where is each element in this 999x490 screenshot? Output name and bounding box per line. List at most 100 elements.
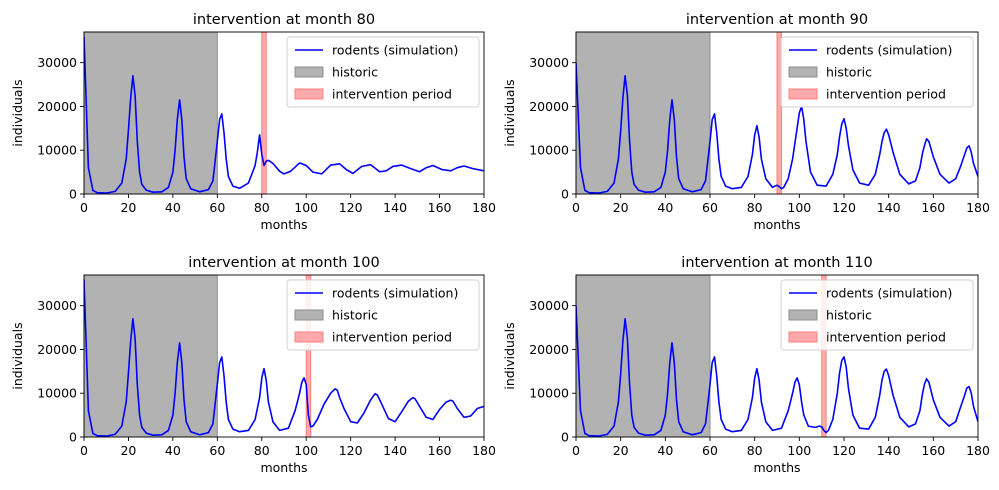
- x-tick-label: 100: [294, 200, 318, 215]
- x-tick-label: 140: [877, 443, 901, 458]
- y-tick-label: 0: [561, 187, 569, 202]
- x-axis-label: months: [753, 460, 800, 475]
- legend-box: [780, 279, 974, 351]
- chart-title: intervention at month 80: [193, 12, 375, 28]
- chart-panel-1: 0 20 40 60 80 100 120 140 160 180 months 0 10000 2000…: [10, 12, 496, 232]
- legend-label: intervention period: [826, 87, 946, 102]
- y-tick-label: 0: [69, 430, 77, 445]
- x-tick-label: 0: [80, 443, 88, 458]
- x-tick-label: 160: [428, 443, 452, 458]
- x-tick-label: 80: [747, 200, 763, 215]
- legend-box: [780, 36, 974, 108]
- legend-label: intervention period: [332, 87, 452, 102]
- x-tick-label: 60: [209, 443, 225, 458]
- x-tick-label: 120: [339, 443, 363, 458]
- legend-box: [286, 279, 480, 351]
- legend-historic-swatch: [788, 309, 818, 321]
- legend-label: intervention period: [332, 330, 452, 345]
- x-tick-label: 160: [428, 200, 452, 215]
- x-tick-label: 60: [702, 443, 718, 458]
- y-tick-label: 20000: [529, 99, 569, 114]
- legend-label: rodents (simulation): [826, 286, 952, 301]
- x-axis-label: months: [260, 460, 307, 475]
- axes-frame: [575, 274, 979, 438]
- axes-frame: [575, 31, 979, 195]
- legend-historic-swatch: [294, 309, 324, 321]
- x-tick-label: 20: [120, 443, 136, 458]
- x-tick-label: 60: [702, 200, 718, 215]
- x-tick-label: 100: [294, 443, 318, 458]
- series-line-1: [576, 305, 978, 437]
- x-tick-label: 180: [966, 443, 990, 458]
- y-tick-label: 20000: [37, 342, 77, 357]
- y-axis-label: individuals: [502, 322, 517, 389]
- x-tick-label: 100: [787, 200, 811, 215]
- historic-span: [83, 274, 218, 438]
- x-tick-label: 140: [877, 200, 901, 215]
- chart-title: intervention at month 110: [681, 255, 872, 271]
- series-line-1: [576, 62, 978, 194]
- x-tick-label: 20: [613, 200, 629, 215]
- historic-span: [575, 274, 711, 438]
- axes-frame: [83, 31, 485, 195]
- x-tick-label: 40: [657, 200, 673, 215]
- axes-frame: [83, 274, 485, 438]
- x-tick-label: 140: [383, 443, 407, 458]
- x-tick-label: 40: [165, 443, 181, 458]
- y-axis: 0 10000 20000 30000: [37, 55, 84, 202]
- x-tick-label: 180: [472, 200, 496, 215]
- x-tick-label: 120: [339, 200, 363, 215]
- x-tick-label: 160: [921, 443, 945, 458]
- x-tick-label: 20: [613, 443, 629, 458]
- y-tick-label: 30000: [37, 55, 77, 70]
- y-axis-label: individuals: [502, 79, 517, 146]
- legend-intervention-swatch: [788, 88, 818, 100]
- x-tick-label: 180: [472, 443, 496, 458]
- legend-label: historic: [332, 65, 378, 80]
- legend: rodents (simulation) historic intervention…: [780, 279, 974, 351]
- y-tick-label: 0: [69, 187, 77, 202]
- series-line-1: [84, 279, 484, 437]
- x-tick-label: 40: [657, 443, 673, 458]
- y-tick-label: 30000: [529, 298, 569, 313]
- x-tick-label: 60: [209, 200, 225, 215]
- x-tick-label: 80: [254, 443, 270, 458]
- y-axis-label: individuals: [10, 79, 25, 146]
- x-axis: 0 20 40 60 80 100 120 140 160 180: [80, 437, 496, 458]
- x-axis: 0 20 40 60 80 100 120 140 160 180: [572, 437, 990, 458]
- legend-label: historic: [332, 308, 378, 323]
- x-tick-label: 180: [966, 200, 990, 215]
- chart-panel-2: 0 20 40 60 80 100 120 140 160 180 months 0 10000 2000…: [502, 12, 990, 232]
- x-tick-label: 80: [747, 443, 763, 458]
- legend-label: rodents (simulation): [826, 43, 952, 58]
- legend-historic-swatch: [294, 66, 324, 78]
- y-tick-label: 10000: [37, 143, 77, 158]
- x-tick-label: 100: [787, 443, 811, 458]
- chart-panel-4: 0 20 40 60 80 100 120 140 160 180 months 0 10000 2000…: [502, 255, 990, 475]
- historic-span: [575, 31, 711, 195]
- legend-box: [286, 36, 480, 108]
- chart-panel-3: 0 20 40 60 80 100 120 140 160 180 months 0 10000 2000…: [10, 255, 496, 475]
- y-tick-label: 10000: [529, 143, 569, 158]
- x-tick-label: 140: [383, 200, 407, 215]
- y-tick-label: 20000: [529, 342, 569, 357]
- x-tick-label: 120: [832, 443, 856, 458]
- y-tick-label: 20000: [37, 99, 77, 114]
- y-tick-label: 10000: [529, 386, 569, 401]
- legend-label: rodents (simulation): [332, 43, 458, 58]
- y-axis-label: individuals: [10, 322, 25, 389]
- x-tick-label: 20: [120, 200, 136, 215]
- y-axis: 0 10000 20000 30000: [529, 55, 576, 202]
- legend-intervention-swatch: [294, 331, 324, 343]
- y-axis: 0 10000 20000 30000: [37, 298, 84, 445]
- x-tick-label: 40: [165, 200, 181, 215]
- x-tick-label: 120: [832, 200, 856, 215]
- legend-intervention-swatch: [294, 88, 324, 100]
- y-tick-label: 30000: [37, 298, 77, 313]
- x-tick-label: 0: [80, 200, 88, 215]
- y-tick-label: 30000: [529, 55, 569, 70]
- y-axis: 0 10000 20000 30000: [529, 298, 576, 445]
- chart-title: intervention at month 100: [188, 255, 379, 271]
- x-axis-label: months: [260, 217, 307, 232]
